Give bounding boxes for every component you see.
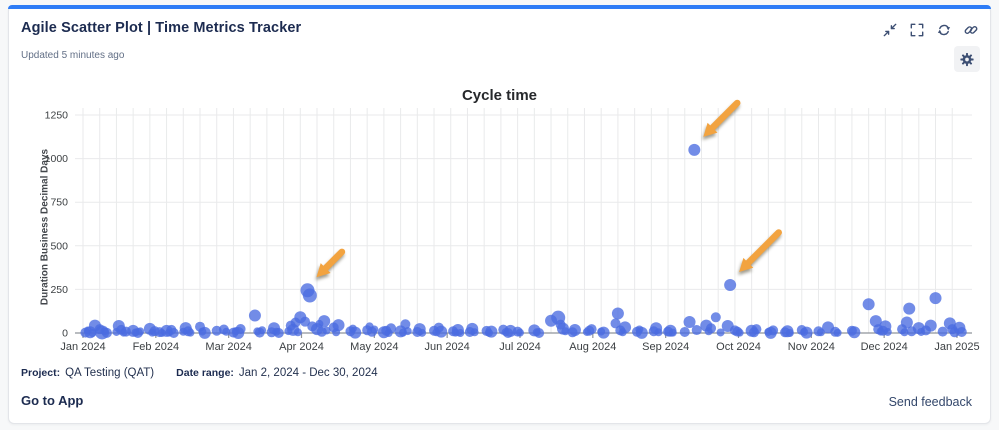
link-icon: [964, 26, 978, 34]
project-label: Project:: [21, 367, 61, 379]
chart-meta: Project: QA Testing (QAT) Date range: Ja…: [21, 367, 378, 379]
go-to-app-link[interactable]: Go to App: [21, 393, 84, 408]
copy-link-button[interactable]: [962, 21, 980, 39]
chart-title: Cycle time: [461, 87, 538, 104]
fullscreen-button[interactable]: [908, 21, 926, 39]
collapse-button[interactable]: [881, 21, 899, 39]
accent-top-bar: [8, 5, 991, 9]
project-value: QA Testing (QAT): [65, 367, 155, 379]
gadget-card: Agile Scatter Plot | Time Metrics Tracke…: [8, 5, 991, 424]
y-axis-label: Duration Business Decimal Days: [39, 148, 51, 306]
refresh-button[interactable]: [935, 21, 953, 39]
daterange-value: Jan 2, 2024 - Dec 30, 2024: [238, 367, 378, 379]
fullscreen-icon: [910, 23, 924, 37]
widget-title: Agile Scatter Plot | Time Metrics Tracke…: [21, 20, 302, 36]
daterange-label: Date range:: [176, 367, 234, 379]
collapse-icon: [883, 23, 897, 37]
settings-gear-icon: [960, 52, 974, 66]
updated-timestamp: Updated 5 minutes ago: [21, 50, 125, 61]
refresh-icon: [937, 24, 951, 36]
settings-button[interactable]: [954, 46, 980, 72]
send-feedback-link[interactable]: Send feedback: [888, 395, 972, 409]
gadget-toolbar: [881, 21, 980, 39]
